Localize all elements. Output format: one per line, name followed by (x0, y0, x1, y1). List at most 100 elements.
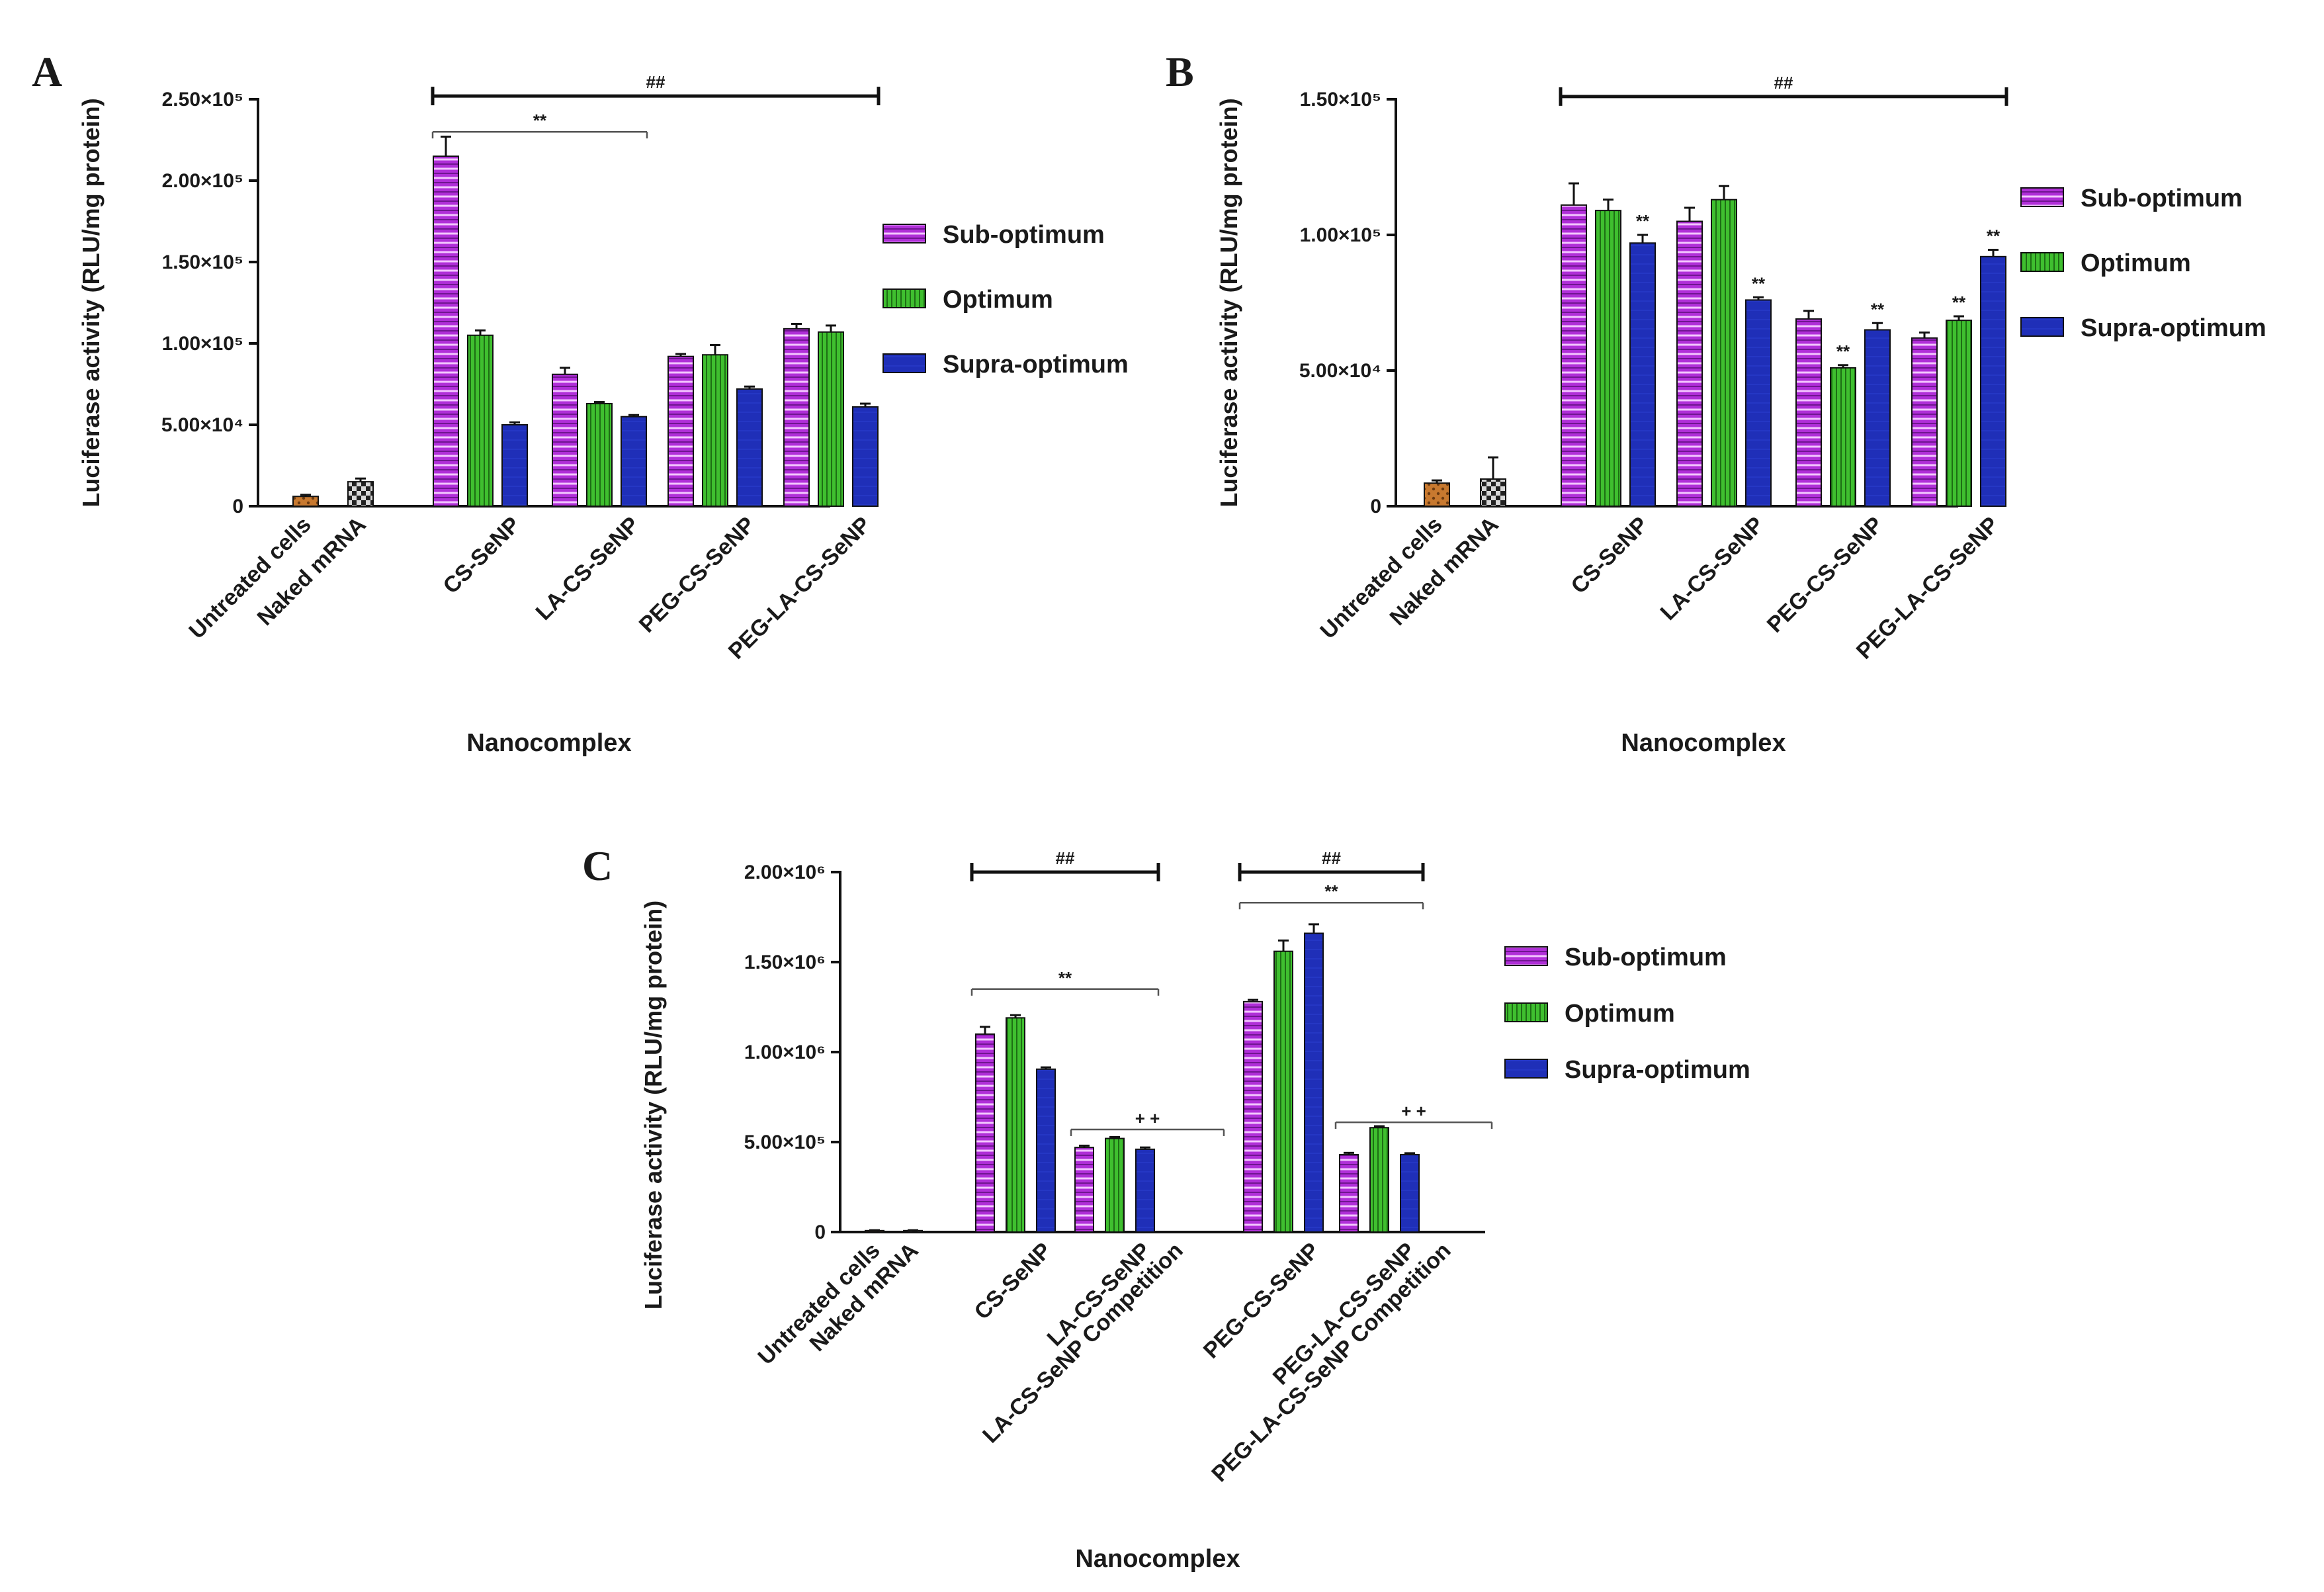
bar-supra (1400, 1154, 1420, 1233)
bar-significance-label: ** (1987, 226, 2001, 246)
category-label: LA-CS-SeNP (531, 512, 644, 625)
significance-label: ## (646, 72, 666, 92)
legend-label: Optimum (943, 286, 1053, 314)
bar-significance-label: ** (1636, 211, 1650, 231)
category-label: PEG-CS-SeNP (634, 512, 760, 638)
legend-swatch-supra (2020, 317, 2064, 337)
y-tick-label: 1.00×10⁵ (1300, 224, 1381, 246)
category-label: CS-SeNP (970, 1238, 1056, 1325)
bar-sub (433, 155, 459, 508)
bar-sub (1561, 204, 1587, 507)
y-tick-label: 0 (1370, 496, 1381, 517)
legend-swatch-supra (1504, 1059, 1548, 1079)
panel-letter: A (32, 48, 62, 95)
y-tick-label: 1.50×10⁵ (1300, 89, 1381, 111)
bar-supra (1864, 329, 1891, 507)
legend-label: Sub-optimum (2081, 185, 2243, 212)
bar-supra (736, 388, 763, 507)
legend-label: Optimum (2081, 249, 2191, 277)
y-tick-label: 1.50×10⁶ (744, 951, 826, 973)
bar-naked (347, 481, 374, 507)
legend-label: Supra-optimum (943, 351, 1129, 378)
y-tick-label: 0 (232, 496, 243, 517)
bar-supra (501, 424, 528, 507)
bar-supra (852, 406, 879, 507)
legend-swatch-supra (882, 353, 926, 373)
bar-opt (1006, 1017, 1025, 1233)
bar-sub (552, 373, 578, 507)
bar-supra (1745, 299, 1772, 507)
legend-swatch-sub (2020, 187, 2064, 207)
panel-c: C 0 5.00×10⁵ 1.00×10⁶ 1.50×10⁶ 2.00×10⁶ Lucife… (582, 842, 1750, 1573)
y-tick-label: 5.00×10⁵ (744, 1131, 826, 1153)
legend-label: Optimum (1565, 1000, 1675, 1028)
bar-significance-label: ** (1836, 341, 1850, 361)
legend-label: Supra-optimum (2081, 314, 2266, 342)
bar-sub (1074, 1147, 1094, 1233)
bar-significance-label: ** (1752, 273, 1766, 293)
panel-letter: B (1166, 48, 1194, 95)
y-tick-label: 0 (814, 1221, 826, 1243)
bar-opt (1711, 199, 1737, 507)
y-tick-label: 5.00×10⁴ (161, 414, 243, 436)
bar-sub (1676, 220, 1703, 507)
bar-opt (1946, 320, 1972, 507)
bar-sub (1795, 318, 1822, 507)
category-label: CS-SeNP (1567, 512, 1653, 599)
bar-opt (467, 334, 494, 507)
bar-opt (586, 403, 613, 508)
significance-label: ** (1058, 968, 1072, 988)
significance-label: ** (1324, 881, 1338, 901)
panel-letter: C (582, 842, 613, 889)
significance-label: + + (1135, 1108, 1160, 1128)
bar-sub (1243, 1000, 1263, 1233)
bar-significance-label: ** (1871, 299, 1885, 319)
significance-label: + + (1401, 1101, 1426, 1121)
bar-opt (1273, 950, 1293, 1233)
bar-opt (1369, 1127, 1389, 1233)
y-axis-label: Luciferase activity (RLU/mg protein) (1215, 98, 1242, 507)
bar-untreated (1424, 482, 1450, 508)
bar-sub (1339, 1154, 1359, 1233)
category-label: LA-CS-SeNP (1656, 512, 1769, 625)
legend-swatch-sub (882, 224, 926, 243)
bar-supra (1629, 242, 1656, 507)
bar-sub (783, 328, 810, 507)
significance-label: ## (1056, 848, 1075, 868)
bar-supra (1036, 1068, 1056, 1233)
bar-sub (975, 1033, 995, 1233)
x-axis-label: Nanocomplex (1075, 1545, 1240, 1573)
bar-opt (1595, 210, 1621, 507)
bar-sub (667, 355, 694, 507)
bar-untreated (292, 496, 319, 507)
y-tick-label: 1.50×10⁵ (162, 251, 243, 273)
bar-opt (702, 354, 728, 507)
y-axis-label: Luciferase activity (RLU/mg protein) (77, 98, 105, 507)
legend-swatch-sub (1504, 946, 1548, 966)
legend-swatch-opt (882, 288, 926, 308)
bar-supra (1980, 255, 2006, 507)
significance-label: ## (1774, 73, 1793, 93)
category-label: PEG-CS-SeNP (1762, 512, 1888, 638)
x-axis-label: Nanocomplex (466, 729, 631, 757)
y-tick-label: 2.00×10⁶ (744, 862, 826, 883)
x-axis-label: Nanocomplex (1621, 729, 1786, 757)
y-tick-label: 2.00×10⁵ (162, 170, 243, 192)
legend-swatch-opt (2020, 252, 2064, 272)
bar-sub (1911, 337, 1938, 507)
bar-opt (818, 331, 844, 507)
significance-label: ## (1322, 848, 1341, 868)
y-tick-label: 1.00×10⁶ (744, 1041, 826, 1063)
legend-label: Sub-optimum (943, 221, 1105, 249)
y-tick-label: 1.00×10⁵ (162, 333, 243, 355)
y-tick-label: 5.00×10⁴ (1299, 360, 1381, 382)
legend-label: Sub-optimum (1565, 944, 1727, 971)
panel-b: B 0 5.00×10⁴ 1.00×10⁵ 1.50×10⁵ Luciferase act… (1166, 48, 2266, 757)
bar-supra (1304, 932, 1324, 1233)
y-axis-label: Luciferase activity (RLU/mg protein) (640, 901, 667, 1309)
bar-supra (621, 416, 647, 508)
significance-label: ** (533, 111, 547, 130)
legend-label: Supra-optimum (1565, 1056, 1750, 1084)
